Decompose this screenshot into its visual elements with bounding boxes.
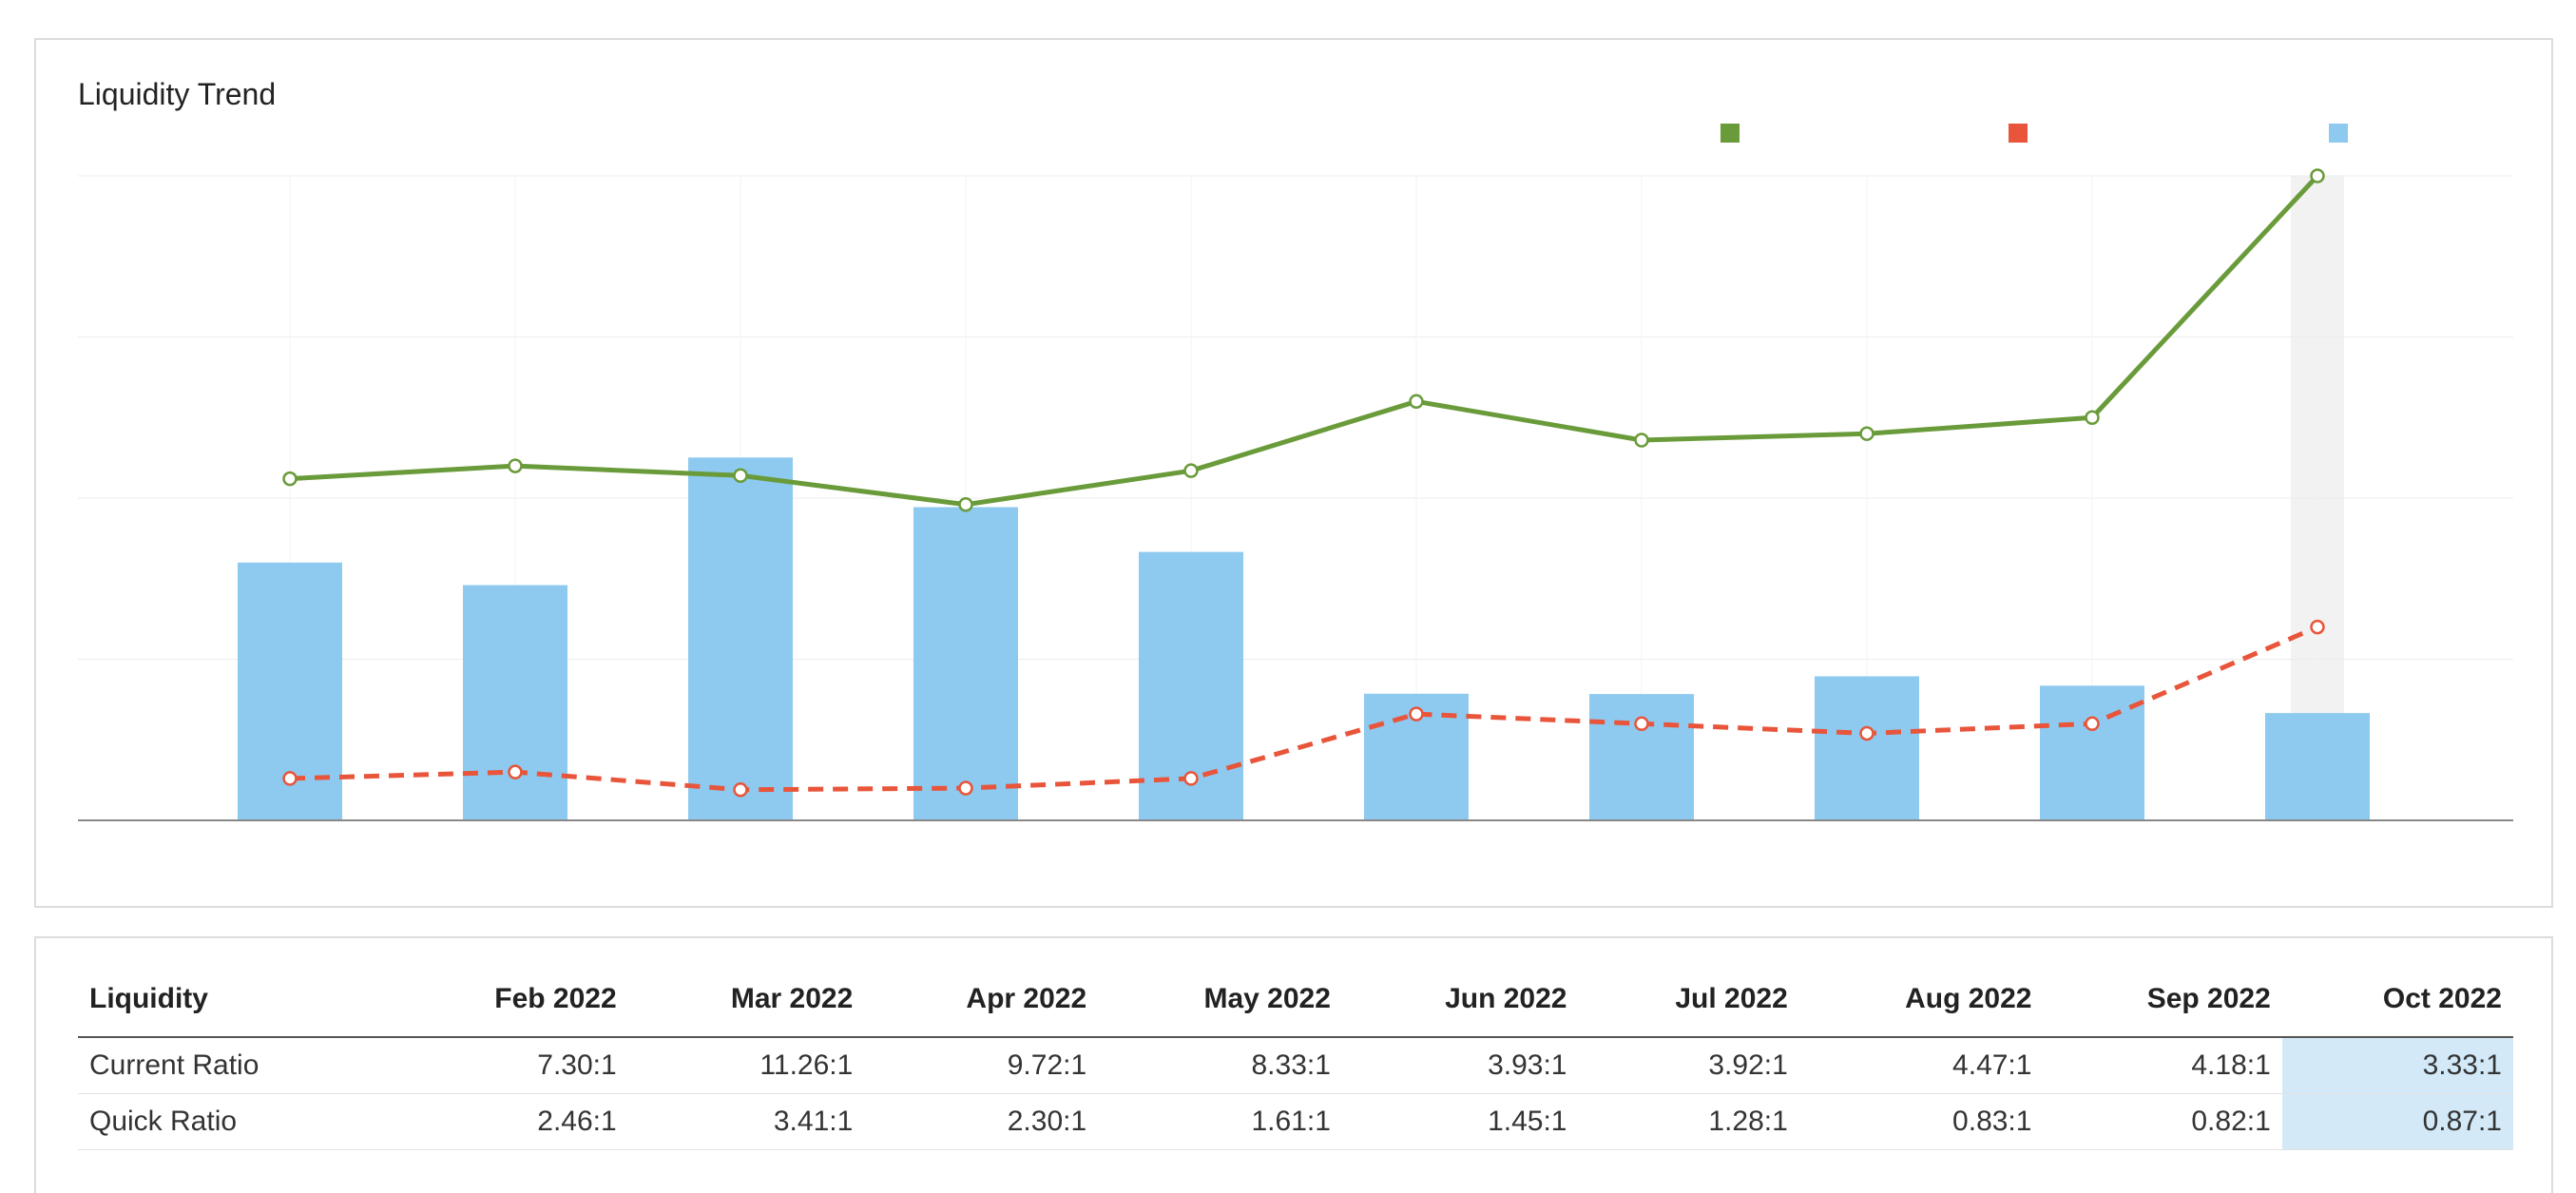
table-cell: 3.33:1 xyxy=(2281,1037,2513,1094)
table-header-month: Apr 2022 xyxy=(864,962,1099,1038)
point-total-current-assets xyxy=(1859,426,1874,441)
point-total-current-liabilities xyxy=(2085,716,2100,732)
table-header-month: Sep 2022 xyxy=(2043,962,2282,1038)
table-header-month: Feb 2022 xyxy=(392,962,628,1038)
point-total-current-liabilities xyxy=(733,782,748,798)
table-cell: 3.41:1 xyxy=(627,1093,865,1150)
table-cell: 0.83:1 xyxy=(1798,1093,2044,1150)
bar-current-ratio xyxy=(688,457,793,820)
bar-current-ratio xyxy=(463,585,567,820)
table-cell: 1.28:1 xyxy=(1578,1093,1799,1150)
legend-swatch xyxy=(1721,124,1740,143)
legend-swatch xyxy=(2329,124,2348,143)
liquidity-table-card: Liquidity Feb 2022 Mar 2022 Apr 2022 May 202… xyxy=(34,936,2553,1193)
line-total-current-liabilities xyxy=(289,625,2318,793)
point-total-current-assets xyxy=(282,471,298,487)
point-total-current-liabilities xyxy=(1183,771,1199,786)
point-total-current-assets xyxy=(2085,410,2100,425)
table-header-month: Jul 2022 xyxy=(1578,962,1799,1038)
table-row: Quick Ratio 2.46:1 3.41:1 2.30:1 1.61:1 1.45:… xyxy=(78,1093,2513,1150)
table-cell: 3.92:1 xyxy=(1578,1037,1799,1094)
bar-current-ratio xyxy=(2040,685,2144,820)
point-total-current-liabilities xyxy=(1859,725,1874,741)
bar-current-ratio xyxy=(1589,694,1694,820)
point-total-current-assets xyxy=(733,468,748,484)
table-header-month: May 2022 xyxy=(1098,962,1342,1038)
table-cell: 8.33:1 xyxy=(1098,1037,1342,1094)
point-total-current-liabilities xyxy=(282,771,298,786)
liquidity-trend-chart: Liquidity Trend xyxy=(78,77,2513,821)
point-total-current-liabilities xyxy=(1409,706,1424,722)
table-row: Current Ratio 7.30:1 11.26:1 9.72:1 8.33:1 3.… xyxy=(78,1037,2513,1094)
liquidity-table: Liquidity Feb 2022 Mar 2022 Apr 2022 May 202… xyxy=(78,962,2513,1150)
bar-current-ratio xyxy=(1815,676,1919,820)
chart-title: Liquidity Trend xyxy=(78,77,276,111)
chart-card: Liquidity Trend xyxy=(34,38,2553,908)
table-cell: 1.61:1 xyxy=(1098,1093,1342,1150)
point-total-current-assets xyxy=(1634,433,1649,448)
table-cell: 11.26:1 xyxy=(627,1037,865,1094)
bar-current-ratio xyxy=(2265,713,2370,820)
point-total-current-liabilities xyxy=(958,780,973,796)
table-cell: 4.47:1 xyxy=(1798,1037,2044,1094)
table-header-row: Liquidity Feb 2022 Mar 2022 Apr 2022 May 202… xyxy=(78,962,2513,1038)
table-cell: 2.46:1 xyxy=(392,1093,628,1150)
table-header-month: Aug 2022 xyxy=(1798,962,2044,1038)
bar-current-ratio xyxy=(913,507,1018,820)
table-header-month: Jun 2022 xyxy=(1341,962,1579,1038)
table-cell: 7.30:1 xyxy=(392,1037,628,1094)
table-cell: 1.45:1 xyxy=(1341,1093,1579,1150)
table-cell: 9.72:1 xyxy=(864,1037,1099,1094)
point-total-current-assets xyxy=(508,458,523,473)
table-header-month: Mar 2022 xyxy=(627,962,865,1038)
point-total-current-liabilities xyxy=(1634,716,1649,732)
table-cell: 3.93:1 xyxy=(1341,1037,1579,1094)
table-cell: 0.82:1 xyxy=(2043,1093,2282,1150)
row-label: Current Ratio xyxy=(78,1037,393,1094)
point-total-current-assets xyxy=(958,497,973,512)
point-total-current-liabilities xyxy=(508,764,523,779)
table-cell: 0.87:1 xyxy=(2281,1093,2513,1150)
table-header-month: Oct 2022 xyxy=(2281,962,2513,1038)
table-cell: 2.30:1 xyxy=(864,1093,1099,1150)
row-label: Quick Ratio xyxy=(78,1093,393,1150)
point-total-current-assets xyxy=(1409,394,1424,410)
legend-swatch xyxy=(2009,124,2028,143)
point-total-current-liabilities xyxy=(2310,619,2325,635)
table-cell: 4.18:1 xyxy=(2043,1037,2282,1094)
line-total-current-assets xyxy=(289,174,2319,508)
point-total-current-assets xyxy=(2310,168,2325,183)
table-header-liquidity: Liquidity xyxy=(78,962,393,1038)
point-total-current-assets xyxy=(1183,463,1199,478)
